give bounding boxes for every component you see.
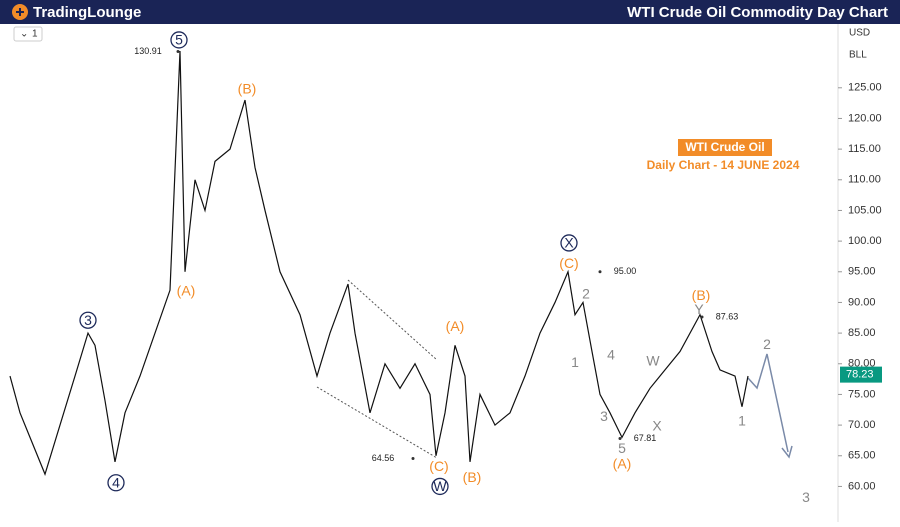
wave-label: X <box>564 235 574 251</box>
wave-circle <box>107 474 125 492</box>
price-point <box>411 456 415 460</box>
price-point <box>618 437 622 441</box>
info-box <box>678 139 772 156</box>
price-label: 67.81 <box>634 433 657 443</box>
wave-label: (C) <box>559 255 578 271</box>
y-tick-label: 70.00 <box>848 419 876 431</box>
wave-circle <box>79 311 97 329</box>
projection <box>747 353 789 453</box>
wave-label: 2 <box>582 286 590 302</box>
y-tick-label: 60.00 <box>848 480 876 492</box>
wave-label: 5 <box>618 440 626 456</box>
brand: TradingLounge <box>33 4 141 21</box>
price-point <box>598 270 602 274</box>
wave-label: 3 <box>600 408 608 424</box>
y-tick-label: 75.00 <box>848 388 876 400</box>
wave-label: X <box>652 417 662 433</box>
y-tick-label: 105.00 <box>848 204 882 216</box>
wave-circle <box>170 31 188 49</box>
y-tick-label: 100.00 <box>848 235 882 247</box>
interval-arrow: ⌄ <box>20 29 28 40</box>
channel-line <box>316 386 438 459</box>
wave-label: (A) <box>613 455 632 471</box>
price-point <box>176 50 180 54</box>
wave-label: W <box>646 352 660 368</box>
unit[interactable]: BLL <box>849 50 867 61</box>
header-bar <box>0 0 900 24</box>
price-point <box>700 315 704 319</box>
wave-label: (B) <box>463 469 482 485</box>
projection-arrowhead <box>781 445 793 459</box>
wave-label: 3 <box>802 489 810 505</box>
wave-label: (B) <box>238 81 257 97</box>
wave-label: Y <box>694 301 704 317</box>
header-title: WTI Crude Oil Commodity Day Chart <box>627 4 888 21</box>
currency[interactable]: USD <box>849 28 870 39</box>
wave-label: (A) <box>177 282 196 298</box>
wave-circle <box>560 234 578 252</box>
wave-label: 3 <box>84 312 92 328</box>
wave-label: (A) <box>446 318 465 334</box>
last-price-box <box>840 366 882 383</box>
info-name: WTI Crude Oil <box>685 140 764 154</box>
y-tick-label: 115.00 <box>848 143 881 155</box>
price-label: 64.56 <box>372 453 395 463</box>
y-tick-label: 85.00 <box>848 327 876 339</box>
price-line <box>9 50 749 476</box>
wave-label: 4 <box>607 346 615 362</box>
wave-label: 4 <box>112 474 120 490</box>
price-label: 95.00 <box>614 266 637 276</box>
interval-box[interactable] <box>13 26 43 42</box>
wave-circle <box>431 477 449 496</box>
wave-label: (B) <box>692 287 711 303</box>
plot-bg <box>0 24 900 522</box>
wave-label: 1 <box>738 413 746 429</box>
last-price: 78.23 <box>846 369 874 381</box>
price-label: 130.91 <box>134 46 162 56</box>
y-tick-label: 125.00 <box>848 82 882 94</box>
wave-label: (C) <box>429 458 448 474</box>
y-tick-label: 95.00 <box>848 266 876 278</box>
y-tick-label: 90.00 <box>848 296 876 308</box>
price-label: 87.63 <box>716 311 739 321</box>
y-tick-label: 120.00 <box>848 112 882 124</box>
wave-label: 2 <box>763 336 771 352</box>
wave-label: 1 <box>571 354 579 370</box>
info-subtitle: Daily Chart - 14 JUNE 2024 <box>647 158 800 172</box>
wave-label: 5 <box>175 32 183 48</box>
y-tick-label: 65.00 <box>848 450 876 462</box>
logo-mark <box>16 8 24 16</box>
wave-label: W <box>433 478 447 494</box>
y-tick-label: 110.00 <box>848 174 881 186</box>
interval: 1 <box>32 29 38 40</box>
